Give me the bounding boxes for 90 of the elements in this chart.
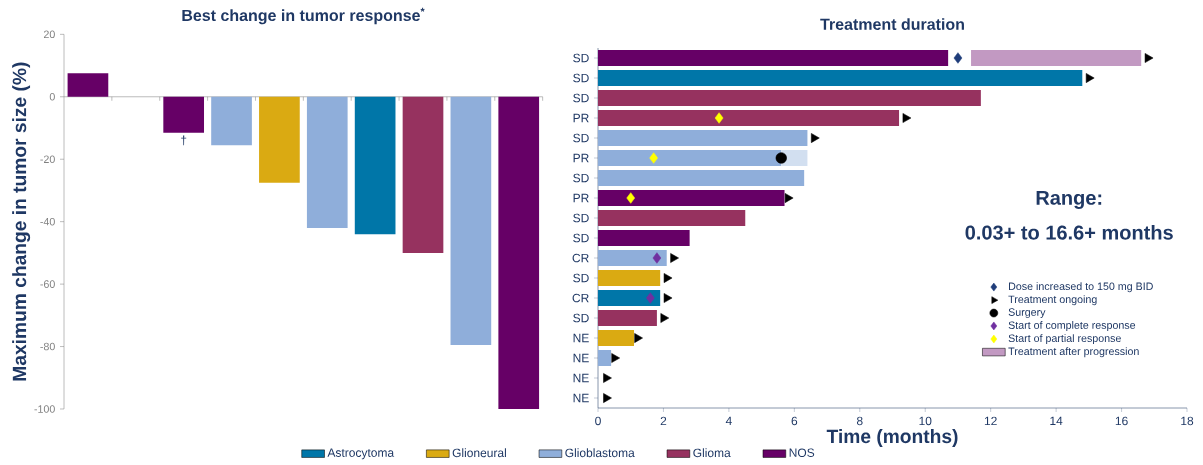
bar	[598, 290, 661, 307]
bar	[598, 350, 612, 366]
y-tick-label: CR	[572, 293, 589, 303]
x-tick-label: 4	[725, 416, 732, 425]
bar	[598, 190, 785, 207]
y-tick-label: -40	[40, 217, 55, 226]
legend-label: Start of partial response	[1008, 334, 1121, 345]
y-tick-label: PR	[573, 113, 589, 123]
bar	[598, 270, 661, 286]
point	[649, 152, 658, 164]
point	[775, 152, 787, 164]
x-tick-label: 14	[1050, 416, 1063, 425]
y-tick-label: SD	[573, 93, 589, 103]
bar	[598, 150, 782, 166]
y-tick-label: NE	[573, 353, 589, 363]
bar	[598, 90, 981, 106]
point	[811, 133, 820, 143]
legend-label: Treatment ongoing	[1008, 295, 1097, 306]
y-tick-label: NE	[573, 333, 589, 343]
bar	[598, 330, 634, 346]
y-tick-label: -100	[34, 405, 55, 413]
y-tick-label: SD	[573, 53, 589, 63]
point	[611, 353, 620, 363]
point	[1085, 73, 1095, 83]
point	[670, 253, 679, 263]
legend-label: Glioma	[693, 448, 731, 458]
y-tick-label: SD	[573, 313, 589, 323]
y-tick-label: CR	[572, 253, 589, 263]
legend-label: Surgery	[1008, 308, 1046, 318]
y-tick-label: NE	[573, 393, 589, 403]
x-tick-label: 2	[660, 416, 667, 426]
bar	[971, 50, 1142, 67]
point	[953, 52, 963, 64]
bar	[598, 230, 690, 247]
bar	[598, 70, 1083, 86]
legend-label: NOS	[789, 448, 815, 457]
annotation: Range:	[1036, 190, 1102, 209]
bar	[598, 210, 746, 226]
legend-label: Dose increased to 150 mg BID	[1009, 282, 1153, 293]
bar	[598, 310, 657, 327]
point	[603, 373, 612, 383]
y-tick-label: 20	[43, 30, 55, 39]
y-tick-label: NE	[573, 373, 589, 383]
chart-title: Treatment duration	[820, 18, 964, 30]
point	[603, 393, 612, 403]
annotation: 0.03+ to 16.6+ months	[965, 224, 1173, 240]
chart-title: Best change in tumor response$^{*}$	[182, 7, 425, 25]
x-tick-label: 12	[984, 416, 997, 426]
point	[663, 293, 673, 303]
y-axis-title: Maximum change in tumor size (%)	[12, 62, 31, 381]
y-tick-label: PR	[573, 153, 589, 163]
y-tick-label: -80	[40, 342, 55, 351]
legend-label: Astrocytoma	[327, 448, 395, 460]
point	[902, 113, 912, 123]
x-tick-label: 0	[595, 416, 601, 426]
y-tick-label: SD	[573, 173, 589, 183]
y-tick-label: SD	[573, 73, 589, 83]
x-tick-label: 6	[791, 416, 798, 426]
data-label: †	[181, 135, 187, 146]
bar	[598, 130, 808, 146]
bar	[598, 170, 805, 187]
x-tick-label: 16	[1115, 416, 1128, 426]
y-tick-label: 0	[49, 93, 55, 101]
y-tick-label: -60	[40, 280, 55, 288]
legend-label: Treatment after progression	[1008, 347, 1139, 358]
legend-label: Glioblastoma	[565, 448, 635, 458]
bar	[598, 50, 949, 67]
point	[626, 192, 635, 204]
point	[714, 112, 724, 124]
point	[634, 333, 643, 343]
x-axis-title: Time (months)	[826, 429, 958, 447]
bar	[598, 250, 667, 267]
legend-label: Start of complete response	[1008, 321, 1136, 332]
y-tick-label: SD	[573, 273, 589, 283]
x-tick-label: 18	[1181, 416, 1194, 426]
x-tick-label: 10	[919, 416, 932, 426]
point	[663, 273, 673, 283]
y-tick-label: -20	[40, 155, 55, 163]
bar	[598, 110, 900, 127]
y-tick-label: PR	[573, 193, 589, 203]
point	[646, 292, 655, 304]
point	[1144, 53, 1154, 63]
x-tick-label: 8	[856, 416, 863, 426]
point	[784, 193, 794, 203]
point	[652, 252, 662, 264]
y-tick-label: SD	[573, 133, 589, 143]
legend-label: Glioneural	[452, 448, 506, 458]
y-tick-label: SD	[573, 213, 589, 223]
y-tick-label: SD	[573, 233, 589, 243]
point	[660, 313, 670, 323]
